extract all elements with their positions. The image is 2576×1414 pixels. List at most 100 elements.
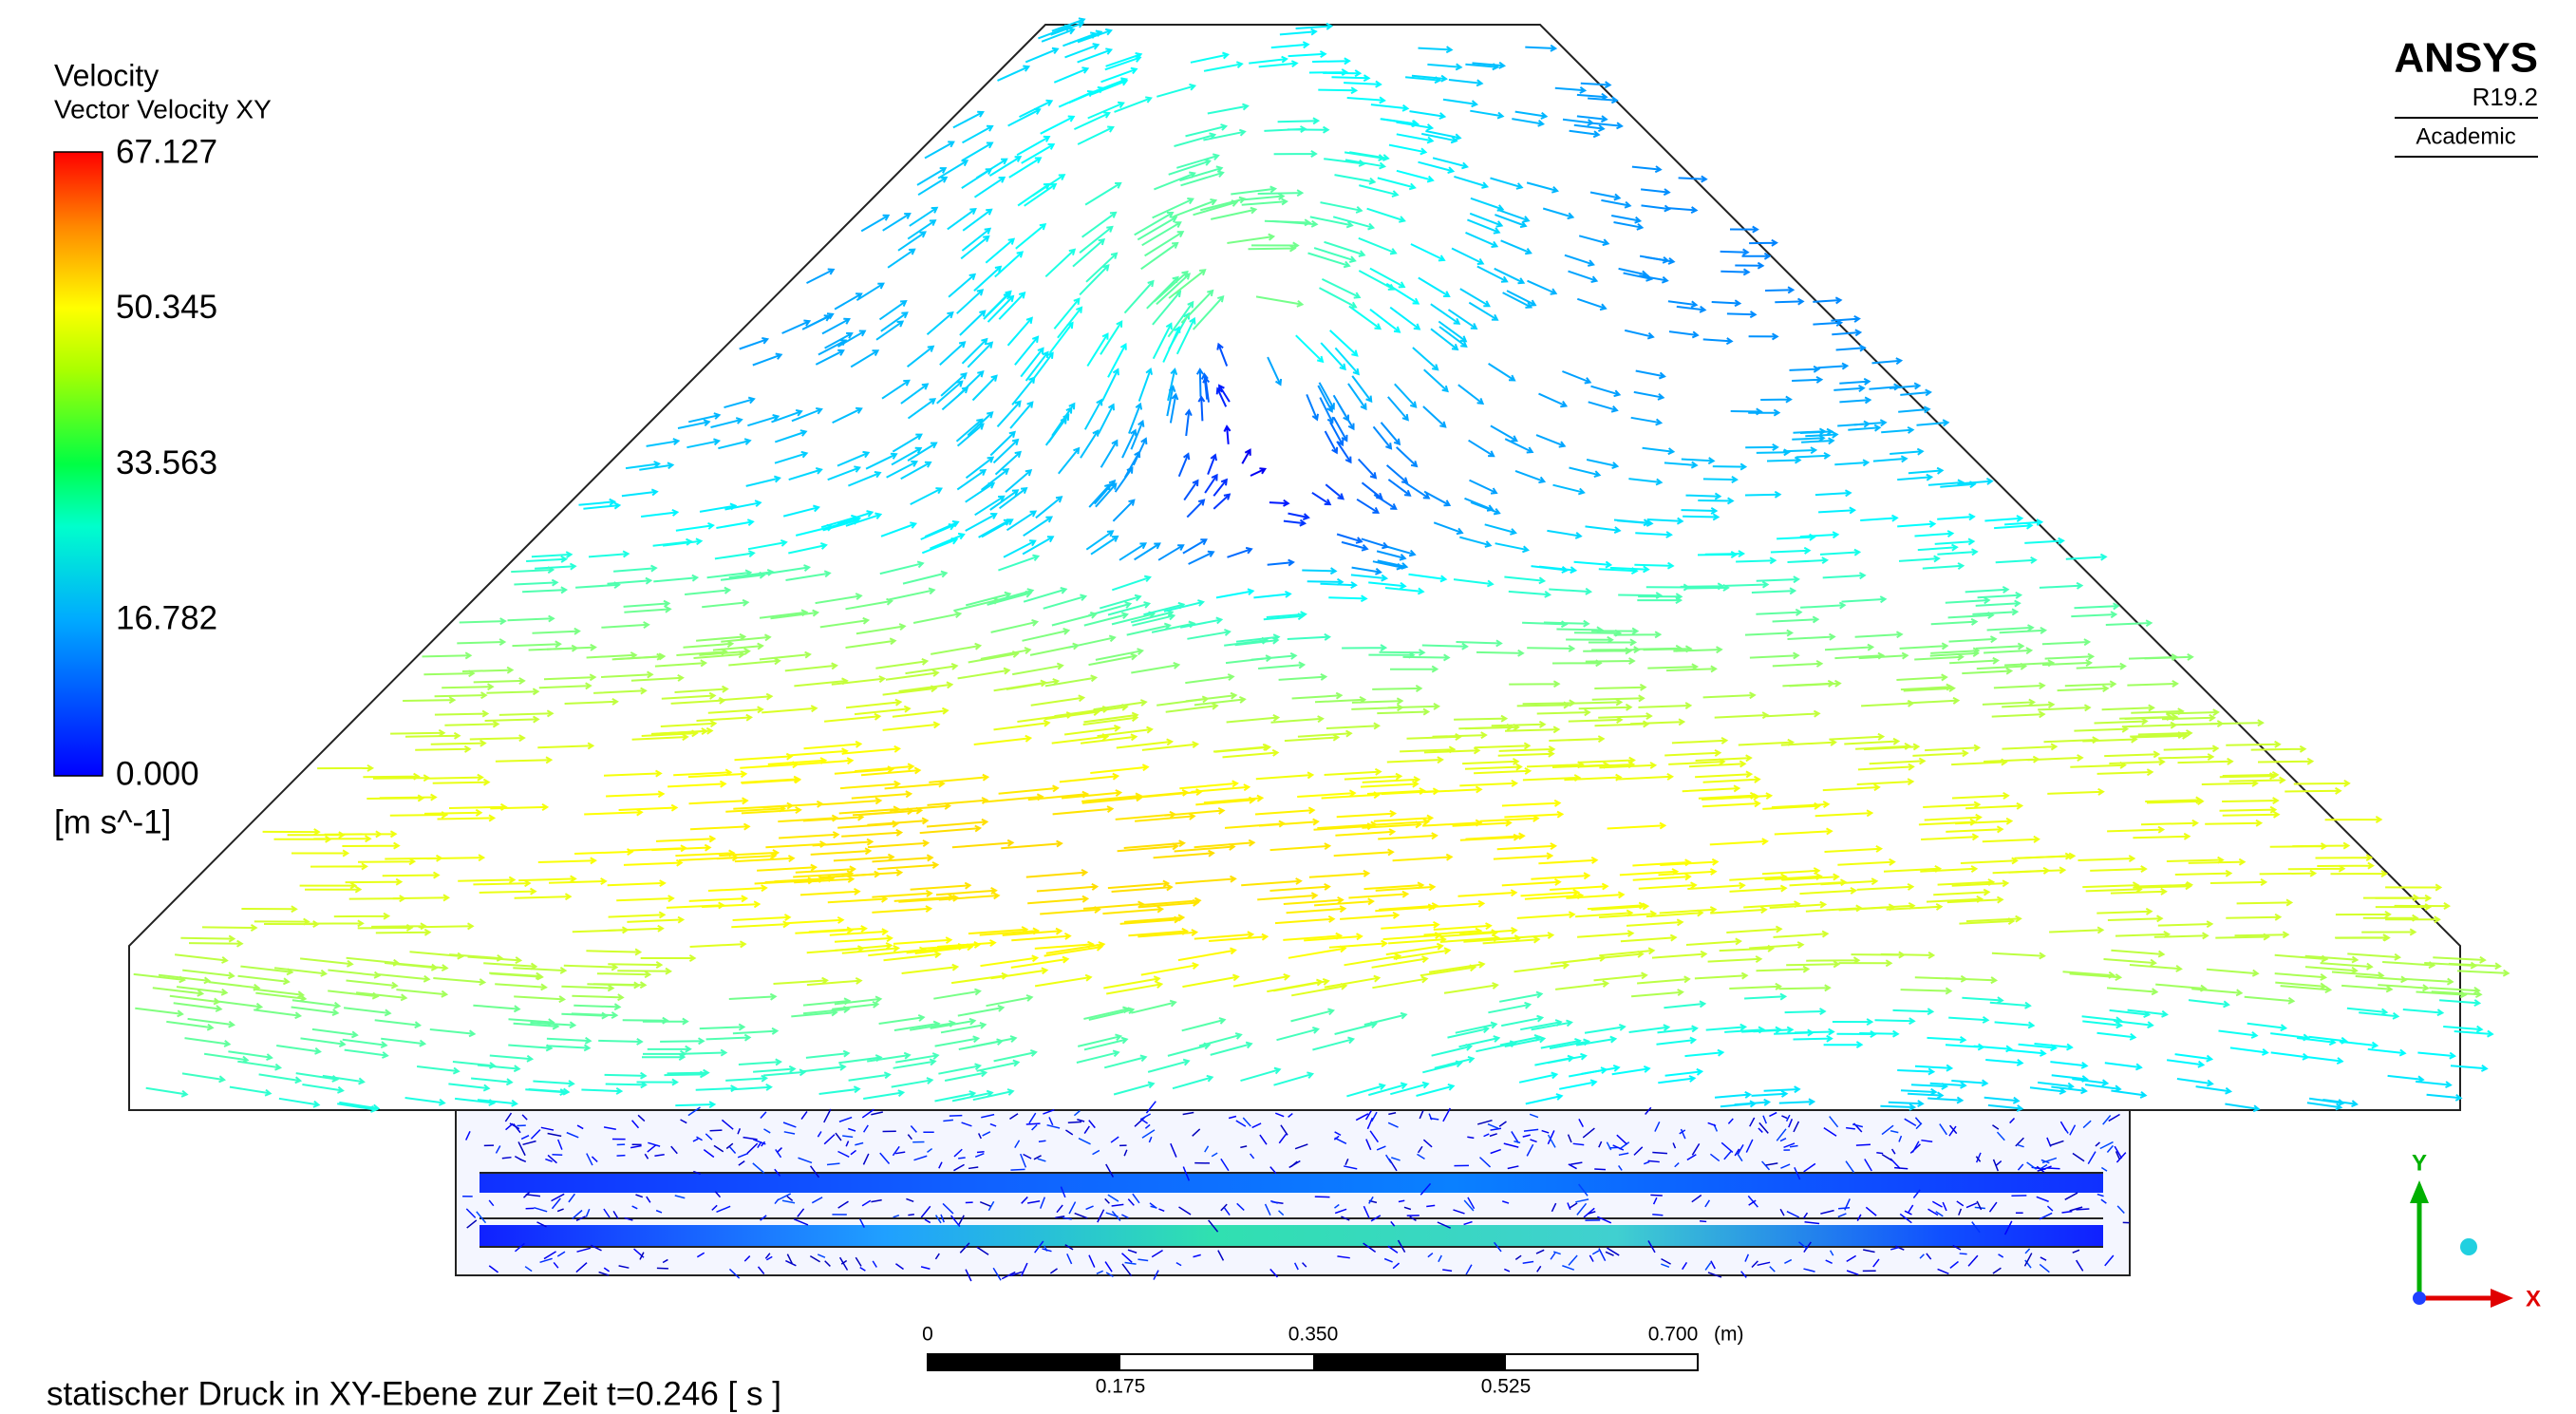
vector-arrow: [1637, 597, 1681, 603]
vector-arrow: [881, 522, 915, 537]
vector-arrow: [1074, 112, 1109, 129]
vector-arrow: [1574, 561, 1611, 567]
vector-arrow: [1527, 646, 1573, 651]
vector-arrow: [1825, 645, 1872, 650]
vector-arrow: [1766, 711, 1819, 717]
vector-arrow: [1898, 406, 1929, 412]
vector-arrow: [1459, 537, 1490, 547]
vector-arrow: [1549, 736, 1603, 742]
vector-arrow: [1585, 1025, 1625, 1033]
vector-arrow: [1217, 388, 1227, 406]
vector-arrow: [1112, 576, 1150, 591]
scale-unit: (m): [1714, 1324, 1743, 1346]
vector-arrow: [624, 860, 682, 866]
vector-arrow: [2082, 882, 2137, 888]
vector-arrow: [1374, 495, 1396, 509]
vector-arrow: [2058, 686, 2108, 691]
vector-arrow: [433, 978, 484, 985]
vector-arrow: [1767, 458, 1800, 463]
vector-arrow: [1434, 522, 1462, 534]
vector-arrow: [1069, 635, 1115, 647]
vector-arrow: [617, 1156, 626, 1157]
vector-arrow: [1154, 324, 1172, 359]
vector-arrow: [718, 694, 771, 701]
vector-arrow: [230, 1087, 271, 1096]
vector-arrow: [1179, 781, 1237, 788]
vector-arrow: [1186, 124, 1227, 136]
vector-arrow: [1203, 130, 1245, 141]
vector-arrow: [1664, 1001, 1704, 1008]
vector-arrow: [1045, 675, 1096, 686]
vector-arrow: [1779, 985, 1830, 990]
vector-arrow: [1823, 784, 1879, 790]
vector-arrow: [185, 1038, 230, 1046]
vector-arrow: [525, 1089, 565, 1095]
vector-arrow: [1749, 240, 1777, 246]
vector-arrow: [729, 994, 776, 1000]
vector-arrow: [1570, 131, 1599, 138]
vector-arrow: [323, 1076, 364, 1084]
vector-arrow: [1284, 520, 1305, 526]
vector-arrow: [1189, 552, 1213, 564]
vector-arrow: [2402, 979, 2453, 985]
legend-title: Velocity: [54, 58, 159, 92]
vector-arrow: [180, 935, 234, 941]
vector-arrow: [2127, 681, 2177, 687]
vector-arrow: [1031, 695, 1084, 705]
vector-arrow: [2385, 884, 2440, 890]
vector-arrow: [1298, 731, 1351, 737]
vector-arrow: [383, 873, 439, 878]
vector-arrow: [1507, 291, 1535, 306]
vector-arrow: [1531, 873, 1589, 879]
vector-arrow: [433, 780, 489, 785]
vector-arrow: [1815, 810, 1872, 816]
vector-arrow: [508, 1045, 551, 1050]
vector-arrow: [1117, 739, 1172, 747]
vector-arrow: [1744, 994, 1785, 1000]
vector-arrow: [1923, 563, 1964, 569]
vector-arrow: [1348, 384, 1366, 409]
vector-arrow: [1489, 364, 1514, 381]
vector-arrow: [1925, 745, 1979, 751]
vector-arrow: [1053, 806, 1113, 814]
vector-arrow: [514, 580, 556, 586]
vector-arrow: [1553, 485, 1585, 495]
vector-arrow: [1459, 781, 1516, 786]
vector-arrow: [2376, 896, 2431, 901]
vector-arrow: [1116, 468, 1133, 492]
vector-arrow: [1363, 482, 1382, 499]
vector-arrow: [312, 1029, 357, 1038]
vector-arrow: [1708, 956, 1761, 962]
vector-arrow: [958, 669, 1009, 679]
vector-arrow: [731, 1084, 771, 1090]
vector-arrow: [624, 601, 669, 607]
vector-arrow: [1614, 222, 1643, 230]
vector-arrow: [1101, 441, 1118, 467]
vector-arrow: [1760, 397, 1791, 403]
vector-arrow: [606, 791, 663, 797]
vector-arrow: [696, 1085, 736, 1091]
vector-arrow: [1616, 774, 1672, 780]
vector-arrow: [1106, 982, 1161, 993]
vector-arrow: [1454, 579, 1493, 586]
vector-arrow: [1794, 1036, 1832, 1042]
vector-arrow: [572, 994, 622, 1000]
vector-arrow: [1899, 556, 1939, 561]
vector-arrow: [1625, 330, 1653, 339]
vector-arrow: [1312, 493, 1330, 504]
vector-arrow: [1208, 104, 1248, 114]
vector-arrow: [490, 1056, 532, 1062]
vector-arrow: [1488, 1003, 1530, 1013]
vector-arrow: [415, 746, 469, 752]
vector-arrow: [1745, 444, 1777, 450]
vector-arrow: [1992, 952, 2044, 958]
vector-arrow: [1025, 184, 1056, 206]
vector-arrow: [1509, 592, 1550, 597]
vector-arrow: [1534, 1056, 1572, 1065]
vector-arrow: [1756, 610, 1800, 615]
vector-arrow: [963, 143, 992, 160]
vector-arrow: [2102, 705, 2153, 710]
vector-arrow: [974, 736, 1031, 745]
vector-arrow: [1825, 846, 1882, 852]
vector-arrow: [1839, 397, 1870, 403]
